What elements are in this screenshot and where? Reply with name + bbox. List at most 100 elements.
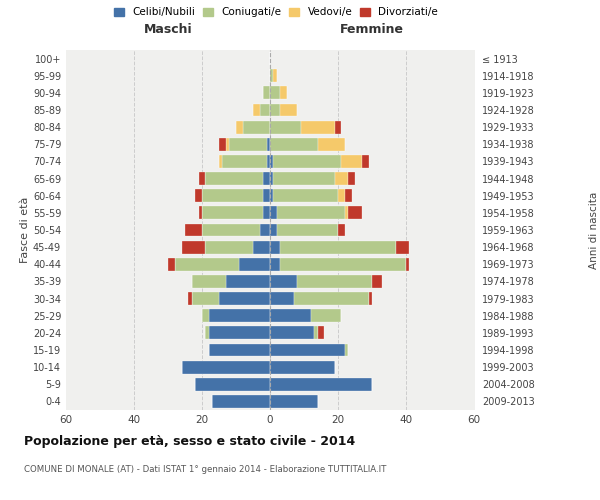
Bar [335, 172, 348, 185]
Bar [406, 258, 409, 270]
Bar [270, 344, 345, 356]
Bar [205, 172, 263, 185]
Bar [280, 240, 396, 254]
Bar [199, 172, 205, 185]
Bar [294, 292, 368, 305]
Bar [270, 310, 311, 322]
Bar [185, 224, 202, 236]
Bar [270, 360, 335, 374]
Bar [236, 120, 243, 134]
Bar [263, 206, 270, 220]
Bar [229, 138, 266, 150]
Bar [345, 206, 348, 220]
Bar [263, 172, 270, 185]
Bar [270, 275, 297, 288]
Bar [301, 120, 335, 134]
Bar [311, 310, 341, 322]
Bar [314, 326, 317, 340]
Text: Femmine: Femmine [340, 24, 404, 36]
Bar [226, 138, 229, 150]
Bar [205, 240, 253, 254]
Bar [338, 190, 345, 202]
Bar [270, 86, 280, 100]
Bar [266, 155, 270, 168]
Y-axis label: Fasce di età: Fasce di età [20, 197, 30, 263]
Bar [270, 190, 274, 202]
Bar [317, 326, 325, 340]
Bar [274, 155, 341, 168]
Bar [253, 240, 270, 254]
Bar [270, 70, 274, 82]
Bar [341, 155, 362, 168]
Bar [274, 190, 338, 202]
Bar [195, 190, 202, 202]
Text: Anni di nascita: Anni di nascita [589, 192, 599, 268]
Bar [202, 206, 263, 220]
Bar [212, 395, 270, 408]
Bar [274, 172, 335, 185]
Bar [168, 258, 175, 270]
Text: COMUNE DI MONALE (AT) - Dati ISTAT 1° gennaio 2014 - Elaborazione TUTTITALIA.IT: COMUNE DI MONALE (AT) - Dati ISTAT 1° ge… [24, 465, 386, 474]
Bar [280, 104, 297, 117]
Bar [266, 138, 270, 150]
Bar [270, 172, 274, 185]
Bar [202, 190, 263, 202]
Bar [372, 275, 382, 288]
Bar [270, 138, 317, 150]
Bar [182, 240, 205, 254]
Bar [368, 292, 372, 305]
Bar [280, 258, 406, 270]
Bar [277, 224, 338, 236]
Bar [226, 275, 270, 288]
Bar [396, 240, 409, 254]
Bar [270, 224, 277, 236]
Bar [280, 86, 287, 100]
Bar [219, 292, 270, 305]
Bar [192, 275, 226, 288]
Bar [260, 104, 270, 117]
Bar [175, 258, 239, 270]
Bar [270, 395, 317, 408]
Bar [362, 155, 368, 168]
Bar [202, 310, 209, 322]
Bar [202, 224, 260, 236]
Bar [348, 172, 355, 185]
Bar [317, 138, 345, 150]
Bar [270, 120, 301, 134]
Bar [199, 206, 202, 220]
Bar [260, 224, 270, 236]
Bar [270, 326, 314, 340]
Bar [274, 70, 277, 82]
Bar [345, 190, 352, 202]
Bar [270, 206, 277, 220]
Bar [253, 104, 260, 117]
Text: Popolazione per età, sesso e stato civile - 2014: Popolazione per età, sesso e stato civil… [24, 435, 355, 448]
Bar [223, 155, 266, 168]
Bar [348, 206, 362, 220]
Bar [182, 360, 270, 374]
Bar [270, 155, 274, 168]
Text: Maschi: Maschi [143, 24, 193, 36]
Bar [205, 326, 209, 340]
Bar [270, 292, 294, 305]
Legend: Celibi/Nubili, Coniugati/e, Vedovi/e, Divorziati/e: Celibi/Nubili, Coniugati/e, Vedovi/e, Di… [112, 5, 440, 20]
Bar [263, 86, 270, 100]
Bar [345, 344, 348, 356]
Bar [270, 258, 280, 270]
Bar [270, 104, 280, 117]
Bar [209, 344, 270, 356]
Bar [219, 155, 223, 168]
Bar [219, 138, 226, 150]
Bar [338, 224, 345, 236]
Bar [270, 378, 372, 390]
Bar [243, 120, 270, 134]
Bar [263, 190, 270, 202]
Bar [195, 378, 270, 390]
Bar [209, 310, 270, 322]
Bar [335, 120, 341, 134]
Bar [209, 326, 270, 340]
Bar [270, 240, 280, 254]
Bar [277, 206, 345, 220]
Bar [192, 292, 219, 305]
Bar [188, 292, 192, 305]
